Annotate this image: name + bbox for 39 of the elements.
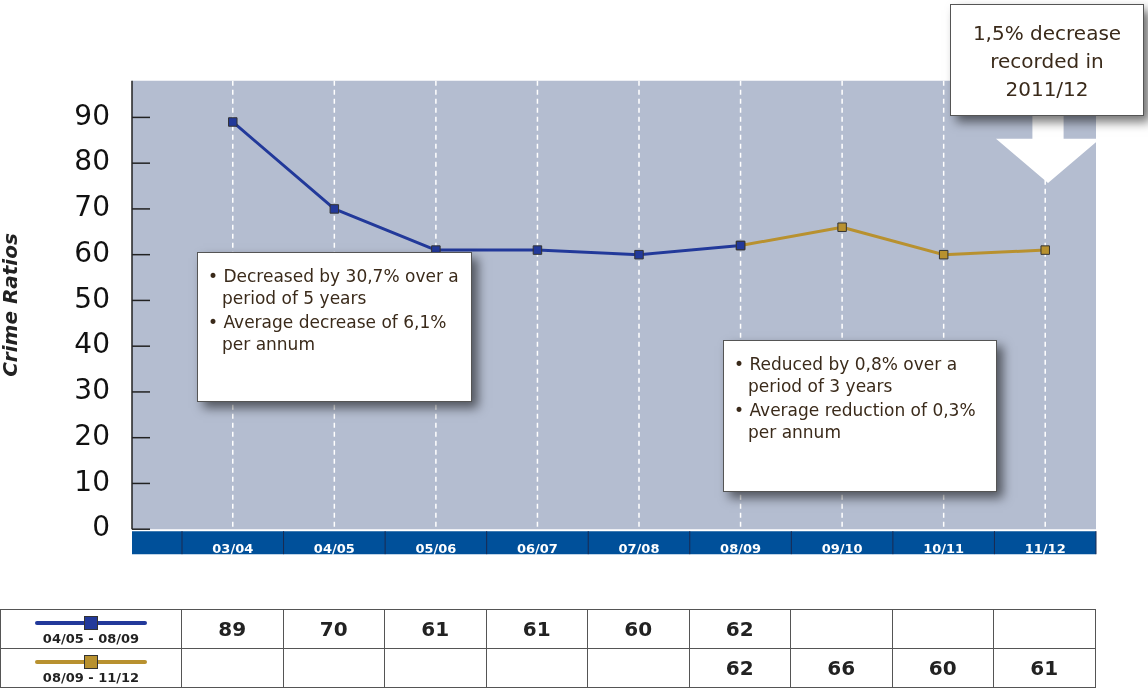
data-label: 61	[384, 609, 486, 649]
y-tick-label: 30	[74, 373, 110, 407]
y-tick-label: 0	[92, 510, 110, 544]
x-tick-label: 09/10	[821, 541, 863, 557]
y-axis-title: Crime Ratios	[0, 233, 23, 377]
annotation: • Average decrease of 6,1% per annum	[208, 311, 448, 355]
x-tick-label: 03/04	[212, 541, 254, 557]
legend-label: 08/09 - 11/12	[42, 670, 140, 685]
y-tick-label: 90	[74, 98, 110, 132]
y-tick-label: 50	[74, 281, 110, 315]
data-label: 66	[790, 648, 892, 688]
data-label: 61	[993, 648, 1095, 688]
x-tick-label: 07/08	[618, 541, 660, 557]
legend-label: 04/05 - 08/09	[42, 631, 140, 646]
y-tick-label: 40	[74, 327, 110, 361]
data-label: 89	[181, 609, 283, 649]
y-tick-label: 10	[74, 464, 110, 498]
x-tick-label: 10/11	[923, 541, 965, 557]
text-box: • Reduced by 0,8% over a period of 3 years • Average reduction of 0,3% per annum	[723, 340, 997, 492]
x-tick-label: 04/05	[313, 541, 355, 557]
y-tick-label: 70	[74, 190, 110, 224]
data-label: 62	[689, 609, 791, 649]
x-tick-label: 11/12	[1024, 541, 1066, 557]
annotation: • Average reduction of 0,3% per annum	[734, 399, 977, 443]
callout-box: 1,5% decrease recorded in 2011/12	[950, 4, 1144, 116]
y-tick-label: 60	[74, 235, 110, 269]
x-tick-label: 05/06	[415, 541, 457, 557]
text-box: • Decreased by 30,7% over a period of 5 years • Average decrease of 6,1% per annum	[197, 252, 472, 402]
data-label: 70	[283, 609, 385, 649]
annotation: • Decreased by 30,7% over a period of 5 years	[208, 265, 460, 309]
x-tick-label: 08/09	[720, 541, 762, 557]
y-tick-label: 80	[74, 144, 110, 178]
data-label: 61	[486, 609, 588, 649]
data-label: 60	[892, 648, 994, 688]
x-tick-label: 06/07	[516, 541, 558, 557]
annotation: • Reduced by 0,8% over a period of 3 years	[734, 353, 959, 397]
y-tick-label: 20	[74, 418, 110, 452]
data-label: 62	[689, 648, 791, 688]
data-label: 60	[587, 609, 689, 649]
